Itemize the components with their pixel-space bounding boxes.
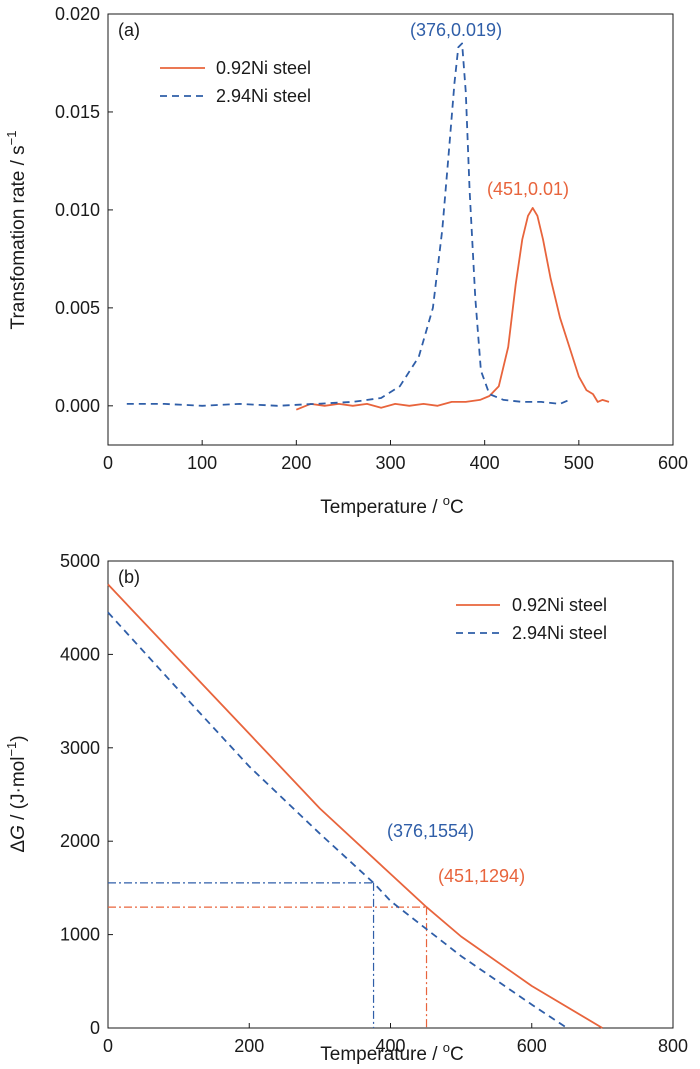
panel-b-ticks: 0 200 400 600 800 0 1000 2000 3000 4000 5000 xyxy=(60,551,688,1056)
b-y-tick-label-4: 4000 xyxy=(60,644,100,664)
a-y-tick-label-0: 0.000 xyxy=(55,396,100,416)
panel-b-gibbs-energy: 0 200 400 600 800 0 1000 2000 3000 4000 5000 (b) 0… xyxy=(4,551,688,1065)
panel-b-y-axis-title: ΔG / (J·mol−1) xyxy=(4,735,29,852)
b-x-tick-label-2: 400 xyxy=(375,1036,405,1056)
a-x-tick-label-3: 300 xyxy=(375,453,405,473)
panel-a-legend: 0.92Ni steel 2.94Ni steel xyxy=(160,58,311,106)
a-x-tick-label-1: 100 xyxy=(187,453,217,473)
panel-a-series xyxy=(126,42,610,411)
a-y-tick-label-2: 0.010 xyxy=(55,200,100,220)
b-x-tick-label-3: 600 xyxy=(517,1036,547,1056)
panel-a-annotation-blue: (376,0.019) xyxy=(410,20,502,40)
panel-a-plot-frame xyxy=(107,13,674,446)
a-x-tick-label-0: 0 xyxy=(103,453,113,473)
panel-a-ticks: 0 100 200 300 400 500 600 0.000 0.005 0.010 0.015 0… xyxy=(55,4,688,473)
b-y-tick-label-1: 1000 xyxy=(60,925,100,945)
panel-b-legend: 0.92Ni steel 2.94Ni steel xyxy=(456,595,607,643)
panel-a-y-axis-title: Transfomation rate / s−1 xyxy=(4,131,29,330)
a-y-tick-label-1: 0.005 xyxy=(55,298,100,318)
panel-b-label: (b) xyxy=(118,567,140,587)
legend-b-label-0: 0.92Ni steel xyxy=(512,595,607,615)
b-y-tick-label-2: 2000 xyxy=(60,831,100,851)
b-x-tick-label-4: 800 xyxy=(658,1036,688,1056)
panel-a-x-axis-title: Temperature / oC xyxy=(320,493,463,518)
panel-b-annotation-orange: (451,1294) xyxy=(438,866,525,886)
panel-b-x-axis-title: Temperature / oC xyxy=(320,1040,463,1065)
panel-b-series xyxy=(107,583,603,1029)
panel-a-transformation-rate: 0 100 200 300 400 500 600 0.000 0.005 0.010 0.015 0… xyxy=(4,4,688,518)
b-x-tick-label-1: 200 xyxy=(234,1036,264,1056)
panel-b-annotation-blue: (376,1554) xyxy=(387,821,474,841)
a-x-tick-label-6: 600 xyxy=(658,453,688,473)
b-y-tick-label-5: 5000 xyxy=(60,551,100,571)
legend-a-label-1: 2.94Ni steel xyxy=(216,86,311,106)
a-y-tick-label-4: 0.020 xyxy=(55,4,100,24)
a-y-tick-label-3: 0.015 xyxy=(55,102,100,122)
b-series-line-1 xyxy=(107,611,568,1029)
panel-a-annotation-orange: (451,0.01) xyxy=(487,179,569,199)
b-series-line-0 xyxy=(107,583,603,1029)
a-x-tick-label-5: 500 xyxy=(564,453,594,473)
b-y-tick-label-3: 3000 xyxy=(60,738,100,758)
panel-b-guide-lines xyxy=(108,882,428,1028)
a-series-line-0 xyxy=(295,207,610,411)
legend-a-label-0: 0.92Ni steel xyxy=(216,58,311,78)
b-x-tick-label-0: 0 xyxy=(103,1036,113,1056)
legend-b-label-1: 2.94Ni steel xyxy=(512,623,607,643)
a-series-line-1 xyxy=(126,42,570,407)
b-y-tick-label-0: 0 xyxy=(90,1018,100,1038)
panel-a-label: (a) xyxy=(118,20,140,40)
a-x-tick-label-4: 400 xyxy=(470,453,500,473)
a-x-tick-label-2: 200 xyxy=(281,453,311,473)
